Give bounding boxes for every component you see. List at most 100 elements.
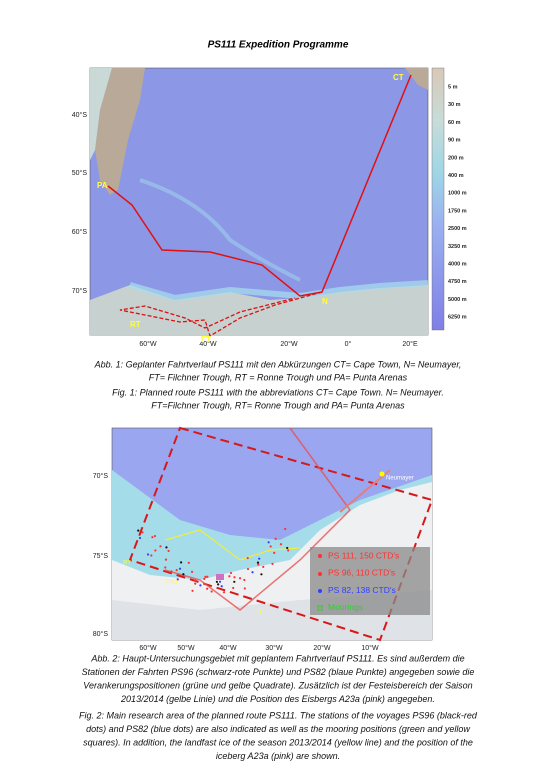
depth-label: 30 m xyxy=(448,102,461,108)
station-dot xyxy=(273,551,276,554)
station-dot xyxy=(165,546,168,549)
depth-label: 5 m xyxy=(448,84,458,90)
station-dot xyxy=(179,561,183,564)
station-dot xyxy=(164,566,167,569)
station-dot xyxy=(206,587,209,590)
lon-label: 40°W xyxy=(219,644,237,652)
depth-colorbar xyxy=(431,67,445,331)
caption-de: FT= Filchner Trough, RT = Ronne Trough u… xyxy=(149,372,408,382)
station-dot xyxy=(274,537,277,540)
station-dot xyxy=(262,565,265,568)
station-dot xyxy=(233,576,236,579)
lat-label: 75°S xyxy=(93,552,109,560)
lat-label: 40°S xyxy=(72,111,88,119)
station-dot xyxy=(190,570,194,573)
station-dot xyxy=(229,571,233,575)
depth-label: 1000 m xyxy=(448,191,467,197)
place-label: Neumayer xyxy=(386,476,414,482)
station-dot xyxy=(215,580,219,583)
map-2 xyxy=(111,426,434,642)
station-dot xyxy=(222,591,226,594)
station-dot xyxy=(243,578,246,582)
depth-label: 60 m xyxy=(448,120,461,126)
lon-label: 60°W xyxy=(139,340,157,348)
depth-label: 200 m xyxy=(448,155,464,161)
lat-label: 80°S xyxy=(93,630,109,638)
place-label: RT xyxy=(130,320,141,329)
caption-de: Abb. 2: Haupt-Untersuchungsgebiet mit ge… xyxy=(90,653,464,663)
lon-label: 30°W xyxy=(265,644,283,652)
station-dot xyxy=(204,575,207,578)
station-dot xyxy=(271,562,274,566)
caption-de: 2013/2014 (gelbe Linie) und die Position… xyxy=(120,694,435,704)
legend-label: Moorings xyxy=(328,602,363,612)
depth-label: 4750 m xyxy=(448,279,467,285)
caption-de: Verankerungspositionen (grüne und gelbe … xyxy=(83,680,472,690)
place-label: RT xyxy=(123,561,131,567)
lon-label: 50°W xyxy=(177,644,195,652)
place-label: PA xyxy=(97,181,108,190)
place-label: CT xyxy=(393,73,404,82)
place-label: FT xyxy=(255,610,263,616)
route-dashed xyxy=(119,291,323,337)
caption-en: FT=Filchner Trough, RT= Ronne Trough and… xyxy=(151,400,405,410)
lon-label: 10°W xyxy=(361,644,379,652)
station-dot xyxy=(287,549,290,552)
station-dot xyxy=(151,536,154,539)
study-area xyxy=(128,426,434,642)
station-dot xyxy=(246,556,249,560)
station-dot xyxy=(218,580,222,583)
depth-label: 2500 m xyxy=(448,226,467,232)
south-america xyxy=(95,68,145,195)
caption-en: Fig. 1: Planned route PS111 with the abb… xyxy=(112,387,444,397)
place-label: TRO xyxy=(165,580,178,586)
station-dot xyxy=(176,578,179,581)
station-dot xyxy=(260,573,263,576)
lat-label: 70°S xyxy=(93,472,109,480)
station-dot xyxy=(243,587,246,590)
caption-en: iceberg A23a (pink) are shown. xyxy=(216,751,340,761)
station-dot xyxy=(210,590,213,593)
station-dot xyxy=(154,549,157,552)
station-dot xyxy=(194,582,197,585)
lon-label: 0° xyxy=(345,340,352,348)
station-dot xyxy=(159,545,162,548)
legend-label: PS 96, 110 CTD's xyxy=(328,568,395,578)
caption-en: squares). In addition, the landfast ice … xyxy=(83,737,473,747)
lon-label: 20°W xyxy=(313,644,331,652)
station-dot xyxy=(138,536,142,540)
caption-de: Abb. 1: Geplanter Fahrtverlauf PS111 mit… xyxy=(94,359,462,369)
lon-label: 20°W xyxy=(280,340,298,348)
legend-box xyxy=(310,547,430,615)
station-dot xyxy=(284,527,287,531)
lon-label: 60°W xyxy=(139,644,157,652)
station-dot xyxy=(228,575,231,578)
legend-label: PS 111, 150 CTD's xyxy=(328,550,399,560)
caption-de: Stationen der Fahrten PS96 (schwarz-rote… xyxy=(82,667,475,677)
lon-label: 20°E xyxy=(402,340,418,348)
depth-label: 90 m xyxy=(448,138,461,144)
lon-label: 40°W xyxy=(199,340,217,348)
depth-label: 3250 m xyxy=(448,244,467,250)
caption-en: Fig. 2: Main research area of the planne… xyxy=(79,710,478,720)
station-dot xyxy=(141,531,144,534)
depth-label: 5000 m xyxy=(448,297,467,303)
station-dot xyxy=(232,586,235,590)
station-dot xyxy=(203,577,206,580)
station-dot xyxy=(257,563,260,566)
map-1 xyxy=(89,67,445,337)
station-dot xyxy=(137,529,140,532)
station-dot xyxy=(167,549,170,553)
station-dot xyxy=(279,543,283,546)
station-dot xyxy=(187,561,190,564)
station-dot xyxy=(175,569,178,572)
station-dot xyxy=(150,554,153,557)
station-dot xyxy=(269,545,272,548)
station-dot xyxy=(182,573,185,576)
station-dot xyxy=(146,553,150,556)
station-dot xyxy=(178,567,182,570)
station-dot xyxy=(153,534,157,538)
station-dot xyxy=(170,570,173,573)
